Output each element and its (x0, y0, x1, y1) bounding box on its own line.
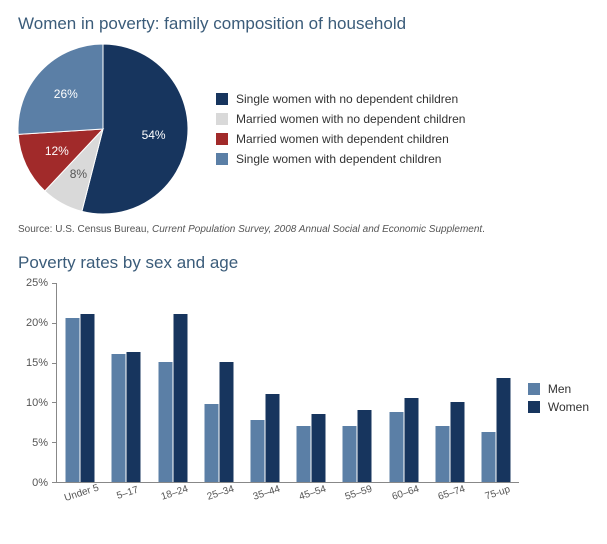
legend-label: Men (548, 382, 571, 396)
legend-swatch (528, 383, 540, 395)
bar-group (204, 362, 233, 482)
bar (358, 410, 372, 482)
source-prefix: Source: U.S. Census Bureau, (18, 224, 152, 235)
x-tick-label: 5–17 (116, 485, 141, 502)
bar (219, 362, 233, 482)
legend-label: Women (548, 400, 589, 414)
bar (496, 378, 510, 482)
x-tick-label: 35–44 (252, 484, 282, 503)
source-suffix: . (482, 224, 485, 235)
y-tick-mark (52, 363, 57, 364)
bar-group (112, 352, 141, 482)
y-tick-label: 0% (32, 477, 48, 489)
y-tick-mark (52, 323, 57, 324)
legend-swatch (216, 153, 228, 165)
bar (389, 412, 403, 482)
bar (250, 420, 264, 482)
x-tick-label: 75-up (484, 484, 512, 502)
bar (173, 314, 187, 482)
bar-legend: Men Women (528, 382, 589, 414)
x-tick-label: 65–74 (436, 484, 466, 503)
bar-chart-title: Poverty rates by sex and age (18, 253, 589, 273)
legend-item: Women (528, 400, 589, 414)
bar (312, 414, 326, 482)
x-tick-label: 25–34 (205, 484, 235, 503)
pie-slice-label: 54% (142, 128, 166, 142)
legend-swatch (216, 113, 228, 125)
source-italic: Current Population Survey, 2008 Annual S… (152, 224, 482, 235)
pie-chart-row: 54% 8%12% 26% Single women with no depende… (18, 44, 589, 214)
pie-slice-label: 26% (54, 87, 78, 101)
x-tick-label: 55–59 (344, 484, 374, 503)
bar (404, 398, 418, 482)
bar (81, 314, 95, 482)
pie-slice-label: 12% (45, 144, 69, 158)
bar-group (481, 378, 510, 482)
y-tick-label: 20% (26, 317, 48, 329)
y-tick-mark (52, 283, 57, 284)
bar (66, 318, 80, 482)
bar (265, 394, 279, 482)
legend-item: Single women with no dependent children (216, 92, 465, 106)
source-line: Source: U.S. Census Bureau, Current Popu… (18, 224, 589, 235)
bar-group (297, 414, 326, 482)
legend-label: Single women with dependent children (236, 152, 441, 166)
bar-group (435, 402, 464, 482)
y-tick-mark (52, 442, 57, 443)
x-tick-label: 60–64 (390, 484, 420, 503)
y-tick-label: 15% (26, 357, 48, 369)
bar-group (389, 398, 418, 482)
x-tick-label: 18–24 (159, 484, 189, 503)
legend-label: Married women with no dependent children (236, 112, 465, 126)
bar (204, 404, 218, 482)
bar-group (66, 314, 95, 482)
y-axis: 0%5%10%15%20%25% (18, 283, 52, 483)
pie-chart: 54% 8%12% 26% (18, 44, 188, 214)
y-tick-mark (52, 482, 57, 483)
legend-label: Single women with no dependent children (236, 92, 458, 106)
bar (343, 426, 357, 482)
legend-item: Men (528, 382, 589, 396)
pie-chart-title: Women in poverty: family composition of … (18, 14, 589, 34)
bar (158, 362, 172, 482)
legend-swatch (216, 93, 228, 105)
legend-item: Single women with dependent children (216, 152, 465, 166)
legend-swatch (216, 133, 228, 145)
bar-group (343, 410, 372, 482)
legend-swatch (528, 401, 540, 413)
pie-slice-label: 8% (70, 167, 87, 181)
bar-group (158, 314, 187, 482)
y-tick-mark (52, 402, 57, 403)
pie-legend: Single women with no dependent children M… (216, 92, 465, 166)
y-tick-label: 25% (26, 277, 48, 289)
legend-item: Married women with no dependent children (216, 112, 465, 126)
bar (435, 426, 449, 482)
x-tick-label: Under 5 (63, 483, 100, 504)
bar (112, 354, 126, 482)
y-tick-label: 5% (32, 437, 48, 449)
legend-label: Married women with dependent children (236, 132, 449, 146)
bar (127, 352, 141, 482)
y-tick-label: 10% (26, 397, 48, 409)
bar-chart: 0%5%10%15%20%25% Under 55–1718–2425–3435… (18, 283, 589, 513)
bar-group (250, 394, 279, 482)
x-tick-label: 45–54 (298, 484, 328, 503)
legend-item: Married women with dependent children (216, 132, 465, 146)
bar (450, 402, 464, 482)
bar (297, 426, 311, 482)
bar (481, 432, 495, 482)
bar-plot-area: Under 55–1718–2425–3435–4445–5455–5960–6… (56, 283, 519, 483)
